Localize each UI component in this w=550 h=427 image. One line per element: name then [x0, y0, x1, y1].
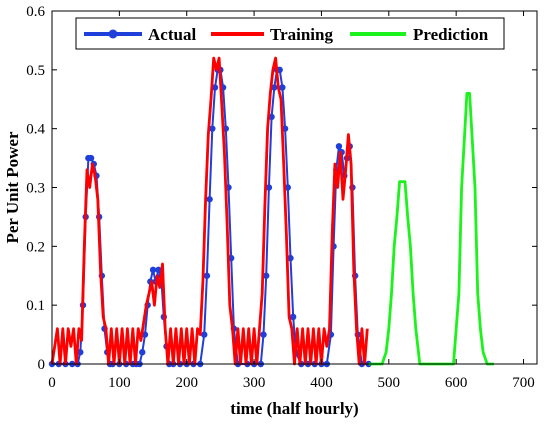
legend-box [75, 17, 505, 50]
data-point-actual [77, 349, 84, 356]
y-tick-label: 0.2 [26, 239, 45, 255]
data-point-actual [87, 154, 95, 162]
data-point-actual [263, 272, 270, 279]
data-point-actual [201, 331, 208, 338]
data-point-actual [139, 349, 146, 356]
plot-frame [51, 10, 538, 365]
legend-marker-actual [108, 29, 118, 39]
data-point-actual [260, 331, 267, 338]
y-tick-label: 0.6 [26, 4, 45, 20]
data-point-actual [211, 84, 219, 91]
y-tick-label: 0.1 [26, 298, 45, 314]
data-point-actual [335, 143, 343, 150]
legend-label-training: Training [270, 25, 333, 44]
legend-label-prediction: Prediction [413, 25, 489, 44]
x-tick-label: 300 [243, 375, 266, 391]
legend-label-actual: Actual [148, 25, 196, 44]
y-tick-label: 0 [38, 357, 46, 373]
series-line-training [50, 56, 369, 366]
x-tick-label: 700 [512, 375, 535, 391]
series-layer [48, 56, 494, 368]
y-tick-label: 0.4 [26, 122, 45, 138]
y-tick-label: 0.3 [26, 181, 45, 197]
x-tick-label: 400 [310, 375, 333, 391]
legend: Actual Training Prediction [75, 17, 505, 50]
axis-ticks: 0 100 200 300 400 500 600 700 0 0.1 0.2 0.3 0.4 0.5 0.… [26, 4, 537, 391]
data-point-actual [206, 196, 213, 203]
data-point-actual [265, 184, 273, 191]
data-point-actual [271, 84, 278, 91]
data-point-actual [287, 254, 294, 262]
x-tick-label: 0 [48, 375, 56, 391]
x-tick-label: 100 [108, 375, 131, 391]
x-tick-label: 600 [445, 375, 468, 391]
x-tick-label: 500 [378, 375, 401, 391]
data-point-actual [279, 84, 286, 91]
x-axis-label: time (half hourly) [230, 399, 358, 418]
x-tick-label: 200 [175, 375, 198, 391]
data-point-actual [155, 266, 162, 274]
series-line-prediction [368, 92, 494, 366]
data-point-actual [203, 272, 211, 279]
data-point-actual [289, 313, 297, 321]
y-axis-label: Per Unit Power [3, 131, 22, 243]
data-point-actual [149, 266, 157, 274]
data-point-actual [209, 125, 216, 132]
data-point-actual [284, 184, 291, 191]
y-tick-label: 0.5 [26, 63, 45, 79]
